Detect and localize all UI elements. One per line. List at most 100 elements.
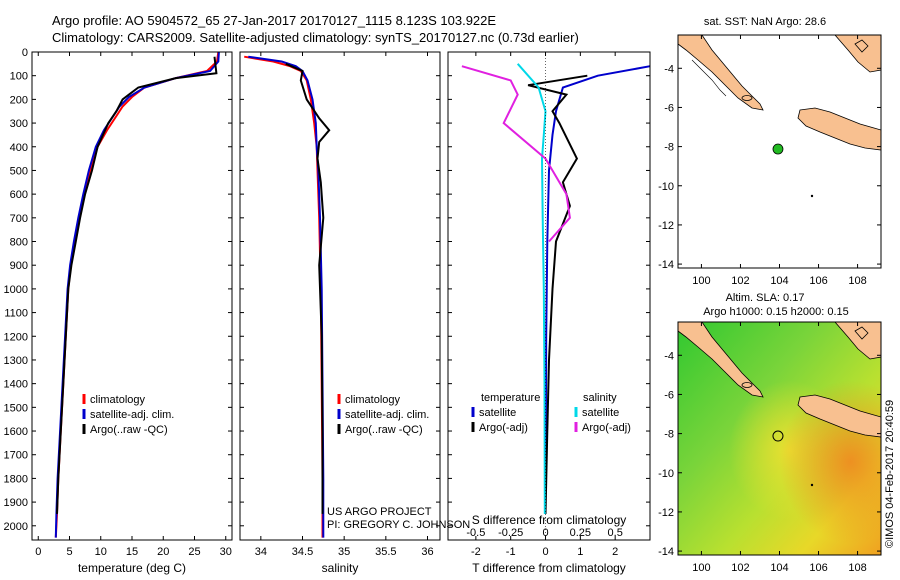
- y-tick-label: 600: [10, 189, 28, 201]
- s-diff-tick-label: 0.25: [570, 527, 591, 539]
- legend-entry: Argo(..raw -QC): [345, 424, 423, 436]
- legend-entry: satellite: [479, 407, 516, 419]
- s-diff-tick-label: 0: [542, 527, 548, 539]
- difference-panel: -2 -1 0 1 2 T difference from climatology -0.5…: [447, 51, 651, 575]
- y-tick-label: 1200: [4, 331, 28, 343]
- map-y-tick-label: -4: [664, 63, 674, 75]
- y-tick-label: 2000: [4, 521, 28, 533]
- imos-timestamp: ©IMOS 04-Feb-2017 20:40:59: [884, 400, 896, 548]
- difference-profile-plot-area: [448, 52, 650, 540]
- enggano-island: [741, 95, 753, 101]
- map-x-tick-label: 102: [731, 275, 749, 287]
- map-x-tick-label: 100: [692, 275, 710, 287]
- legend-header-temperature: temperature: [481, 392, 540, 404]
- header-line1: Argo profile: AO 5904572_65 27-Jan-2017 …: [52, 13, 496, 28]
- map-y-tick-label: -6: [664, 389, 674, 401]
- salinity-profile-plot-area: [240, 52, 440, 540]
- legend-entry: satellite-adj. clim.: [90, 409, 174, 421]
- x-tick-label: 2: [612, 546, 618, 558]
- temperature-panel: 0 5 10 15 20 25 300100200300400500600700800900…: [4, 47, 233, 575]
- sla-java-landmass: [797, 394, 882, 438]
- x-tick-label: 0: [542, 546, 548, 558]
- difference-profile-series-0: [544, 65, 651, 514]
- difference-panel-xlabel2: S difference from climatology: [472, 513, 627, 527]
- sla-field-hotspot: [678, 322, 881, 555]
- sla-map-ticks: 100 102 104 106 108 -4 -6 -8 -10 -12 -14: [658, 322, 881, 574]
- map-x-tick-label: 100: [692, 562, 710, 574]
- sla-sumatra-landmass: [677, 321, 764, 398]
- salinity-profile-series-2: [285, 62, 331, 514]
- y-tick-label: 1800: [4, 473, 28, 485]
- y-tick-label: 300: [10, 118, 28, 130]
- pi-label: PI: GREGORY C. JOHNSON: [327, 519, 470, 531]
- y-tick-label: 100: [10, 71, 28, 83]
- x-tick-label: 25: [188, 546, 200, 558]
- legend-entry: climatology: [345, 394, 401, 406]
- difference-profile-frame: [447, 51, 651, 541]
- y-tick-label: 200: [10, 94, 28, 106]
- y-tick-label: 800: [10, 237, 28, 249]
- x-tick-label: -2: [471, 546, 481, 558]
- salinity-panel: 34 34.5 35 35.5 36 salinity climatology satelli…: [239, 51, 441, 575]
- header-line2: Climatology: CARS2009. Satellite-adjuste…: [52, 30, 579, 45]
- map-y-tick-label: -10: [658, 468, 674, 480]
- sla-argo-position-marker: [772, 430, 784, 442]
- map-y-tick-label: -8: [664, 429, 674, 441]
- legend-entry: climatology: [90, 394, 146, 406]
- sst-map-panel: sat. SST: NaN Argo: 28.6 100 102 104 106 108…: [658, 16, 882, 287]
- sst-argo-position-marker: [772, 143, 784, 155]
- x-tick-label: 36: [421, 546, 433, 558]
- legend-entry: Argo(..raw -QC): [90, 424, 168, 436]
- map-y-tick-label: -14: [658, 546, 674, 558]
- y-tick-label: 1000: [4, 284, 28, 296]
- sla-christmas-island: [810, 483, 814, 487]
- salinity-profile-xlabel: salinity: [322, 561, 359, 575]
- legend-entry: satellite: [582, 407, 619, 419]
- x-tick-label: 35.5: [375, 546, 396, 558]
- legend-entry: Argo(-adj): [582, 422, 631, 434]
- map-y-tick-label: -8: [664, 142, 674, 154]
- map-y-tick-label: -12: [658, 507, 674, 519]
- map-x-tick-label: 108: [848, 562, 866, 574]
- y-tick-label: 500: [10, 165, 28, 177]
- x-tick-label: 34: [255, 546, 267, 558]
- s-diff-tick-label: -0.5: [466, 527, 485, 539]
- salinity-profile-frame: [239, 51, 441, 541]
- map-y-tick-label: -12: [658, 220, 674, 232]
- project-label: US ARGO PROJECT: [327, 506, 432, 518]
- sst-map-title: sat. SST: NaN Argo: 28.6: [704, 16, 826, 28]
- s-diff-tick-label: 0.5: [608, 527, 623, 539]
- sla-map-title: Altim. SLA: 0.17: [726, 292, 805, 304]
- y-tick-label: 1400: [4, 379, 28, 391]
- y-tick-label: 400: [10, 142, 28, 154]
- s-diff-tick-label: -0.25: [498, 527, 523, 539]
- sla-map-subtitle: Argo h1000: 0.15 h2000: 0.15: [703, 306, 849, 318]
- y-tick-label: 0: [22, 47, 28, 59]
- map-x-tick-label: 106: [809, 562, 827, 574]
- x-tick-label: -1: [506, 546, 516, 558]
- mentawai-coastline: [691, 59, 727, 97]
- x-tick-label: 20: [157, 546, 169, 558]
- y-tick-label: 700: [10, 213, 28, 225]
- map-x-tick-label: 104: [770, 275, 788, 287]
- y-tick-label: 1600: [4, 426, 28, 438]
- y-tick-label: 900: [10, 260, 28, 272]
- difference-profile-xlabel: T difference from climatology: [472, 561, 626, 575]
- sla-enggano-island: [741, 382, 753, 388]
- map-y-tick-label: -14: [658, 259, 674, 271]
- map-y-tick-label: -10: [658, 181, 674, 193]
- x-tick-label: 10: [95, 546, 107, 558]
- x-tick-label: 1: [577, 546, 583, 558]
- y-tick-label: 1700: [4, 450, 28, 462]
- difference-profile-series-2: [516, 63, 547, 514]
- difference-profile-series-1: [527, 74, 588, 514]
- christmas-island: [810, 194, 814, 198]
- difference-profile-series-3: [461, 65, 571, 243]
- temperature-profile-plot-area: [32, 52, 232, 540]
- legend-entry: Argo(-adj): [479, 422, 528, 434]
- temperature-profile-xlabel: temperature (deg C): [78, 561, 186, 575]
- y-tick-label: 1500: [4, 402, 28, 414]
- y-tick-label: 1300: [4, 355, 28, 367]
- map-x-tick-label: 108: [848, 275, 866, 287]
- x-tick-label: 15: [126, 546, 138, 558]
